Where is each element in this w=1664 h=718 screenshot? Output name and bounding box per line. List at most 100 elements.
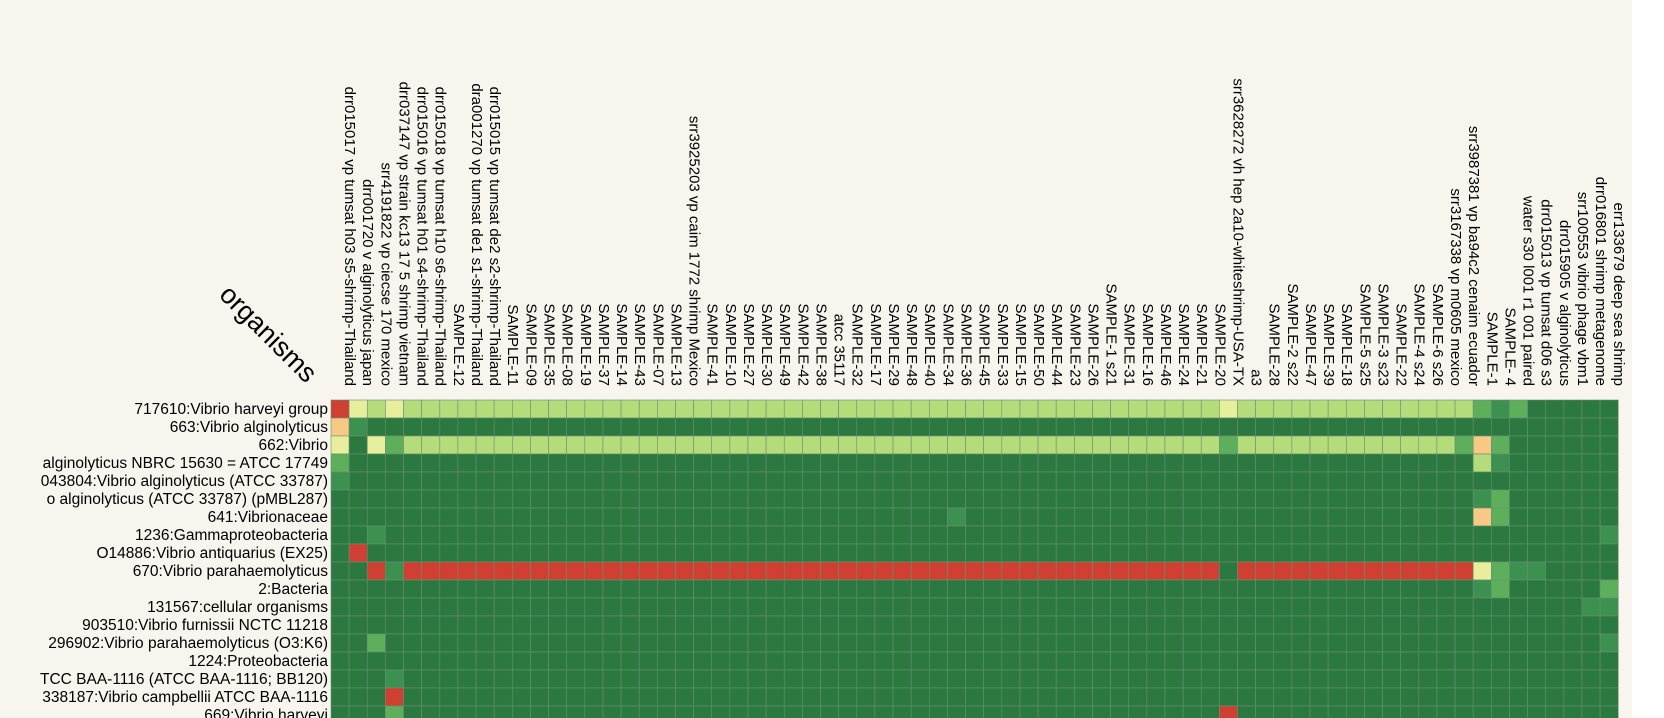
heatmap-cell <box>548 543 567 563</box>
heatmap-cell <box>856 417 876 437</box>
heatmap-cell <box>1599 507 1619 527</box>
heatmap-cell <box>421 435 441 455</box>
heatmap-cell <box>1491 615 1510 635</box>
heatmap-cell <box>802 525 821 545</box>
heatmap-cell <box>1092 669 1111 689</box>
heatmap-cell <box>1563 633 1583 653</box>
heatmap-cell <box>1454 579 1474 599</box>
heatmap-cell <box>892 579 912 599</box>
heatmap-cell <box>439 615 459 635</box>
heatmap-cell <box>1128 489 1148 509</box>
heatmap-cell <box>892 561 912 581</box>
heatmap-cell <box>548 489 567 509</box>
heatmap-cell <box>856 615 876 635</box>
heatmap-cell <box>366 471 386 491</box>
heatmap-cell <box>439 417 459 437</box>
heatmap-cell <box>475 543 495 563</box>
heatmap-cell <box>1055 633 1075 653</box>
column-label: atcc 35117 <box>831 314 848 386</box>
heatmap-cell <box>475 489 495 509</box>
heatmap-cell <box>747 435 767 455</box>
heatmap-cell <box>385 561 404 581</box>
heatmap-cell <box>1345 471 1365 491</box>
heatmap-cell <box>874 543 894 563</box>
heatmap-cell <box>765 417 785 437</box>
heatmap-cell <box>566 417 586 437</box>
heatmap-cell <box>675 435 694 455</box>
column-label: SAMPLE-43 <box>631 303 648 386</box>
heatmap-cell <box>1400 453 1420 473</box>
heatmap-cell <box>1110 417 1130 437</box>
heatmap-cell <box>1001 471 1021 491</box>
heatmap-cell <box>1019 705 1039 718</box>
heatmap-cell <box>947 543 966 563</box>
column-label: SAMPLE-47 <box>1302 303 1319 386</box>
heatmap-cell <box>729 525 749 545</box>
column-label: SAMPLE-09 <box>522 303 539 386</box>
heatmap-cell <box>511 597 531 617</box>
heatmap-cell <box>1055 543 1075 563</box>
heatmap-cell <box>838 687 858 707</box>
heatmap-cell <box>1037 489 1057 509</box>
heatmap-cell <box>584 543 604 563</box>
heatmap-cell <box>947 525 966 545</box>
heatmap-cell <box>1382 651 1401 671</box>
heatmap-cell <box>1491 561 1510 581</box>
heatmap-cell <box>1255 471 1275 491</box>
heatmap-cell <box>1436 399 1456 419</box>
heatmap-cell <box>530 687 549 707</box>
heatmap-cell <box>1182 597 1202 617</box>
heatmap-cell <box>1200 633 1220 653</box>
heatmap-cell <box>928 597 948 617</box>
heatmap-cell <box>1092 615 1111 635</box>
heatmap-cell <box>1019 471 1039 491</box>
heatmap-cell <box>1146 651 1166 671</box>
heatmap-cell <box>1200 651 1220 671</box>
heatmap-cell <box>838 453 858 473</box>
heatmap-cell <box>892 615 912 635</box>
heatmap-cell <box>548 453 567 473</box>
heatmap-cell <box>366 651 386 671</box>
heatmap-cell <box>1219 651 1238 671</box>
heatmap-cell <box>1019 651 1039 671</box>
heatmap-cell <box>1364 525 1383 545</box>
heatmap-cell <box>1055 669 1075 689</box>
heatmap-cell <box>729 435 749 455</box>
heatmap-cell <box>910 597 930 617</box>
row-label: o alginolyticus (ATCC 33787) (pMBL287) <box>47 491 328 508</box>
heatmap-cell <box>1454 525 1474 545</box>
heatmap-cell <box>1309 633 1329 653</box>
heatmap-cell <box>1563 543 1583 563</box>
column-label: drr037147 vp strain kc13 17 5 shrimp vie… <box>395 82 412 386</box>
heatmap-cell <box>1001 651 1021 671</box>
heatmap-cell <box>1219 471 1238 491</box>
heatmap-cell <box>1037 399 1057 419</box>
heatmap-cell <box>511 543 531 563</box>
heatmap-cell <box>548 705 567 718</box>
column-label: drr015018 vp tumsat h10 s6-shrimp-Thaila… <box>432 87 449 386</box>
heatmap-cell <box>928 669 948 689</box>
column-label: SAMPLE-46 <box>1157 303 1174 386</box>
heatmap-cell <box>1418 579 1438 599</box>
heatmap-cell <box>874 705 894 718</box>
heatmap-cell <box>421 543 441 563</box>
heatmap-cell <box>1382 579 1401 599</box>
heatmap-cell <box>475 579 495 599</box>
heatmap-cell <box>1291 489 1311 509</box>
heatmap-cell <box>348 435 368 455</box>
heatmap-cell <box>1164 615 1184 635</box>
heatmap-cell <box>1092 435 1111 455</box>
heatmap-cell <box>820 435 839 455</box>
heatmap-cell <box>1345 399 1365 419</box>
heatmap-cell <box>965 435 984 455</box>
heatmap-cell <box>1291 633 1311 653</box>
heatmap-cell <box>1491 651 1510 671</box>
heatmap-cell <box>620 561 640 581</box>
heatmap-cell <box>566 597 586 617</box>
heatmap-cell <box>1237 651 1256 671</box>
heatmap-cell <box>874 615 894 635</box>
heatmap-cell <box>910 435 930 455</box>
heatmap-cell <box>457 435 477 455</box>
column-label: drr016801 shrimp metagenome <box>1592 177 1609 386</box>
heatmap-cell <box>1382 399 1401 419</box>
